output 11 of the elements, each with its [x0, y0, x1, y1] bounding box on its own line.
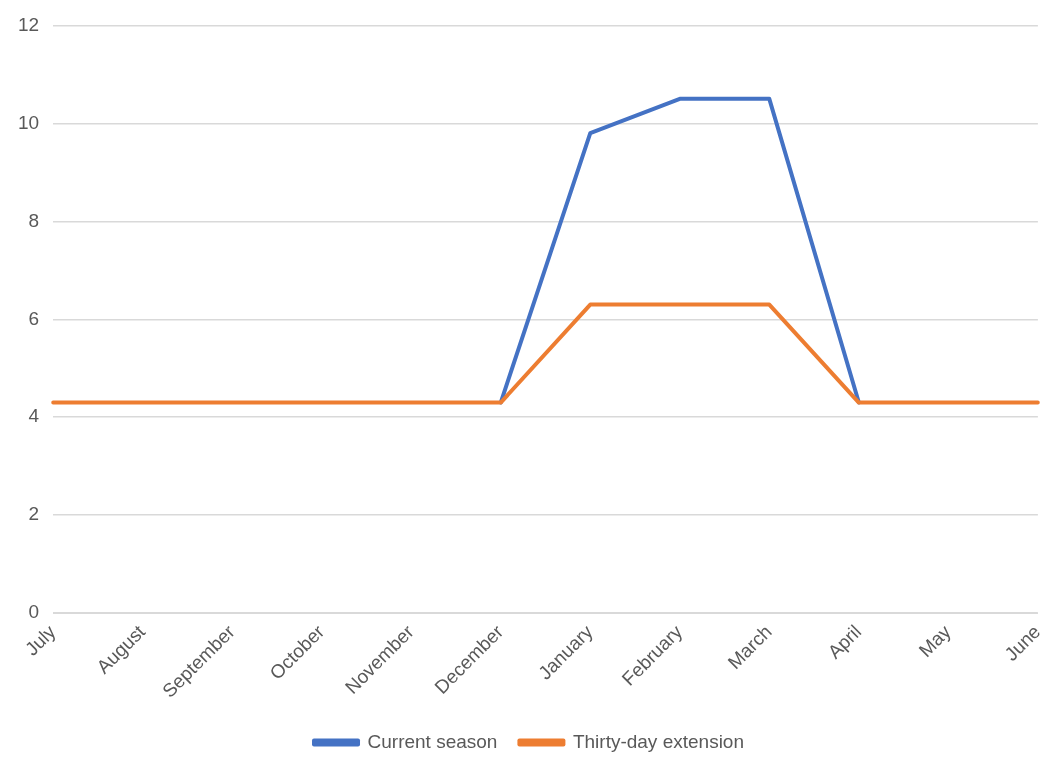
x-tick-label: May [914, 620, 956, 662]
y-tick-label: 2 [28, 503, 40, 525]
x-tick-label: July [20, 620, 61, 660]
y-tick-label: 10 [17, 111, 40, 133]
y-tick-label: 4 [28, 405, 40, 427]
y-tick-label: 8 [28, 209, 40, 231]
legend-label: Current season [367, 730, 498, 752]
y-tick-label: 6 [28, 307, 40, 329]
legend-label: Thirty-day extension [572, 730, 744, 752]
y-tick-label: 12 [17, 13, 40, 35]
y-tick-label: 0 [28, 601, 40, 623]
